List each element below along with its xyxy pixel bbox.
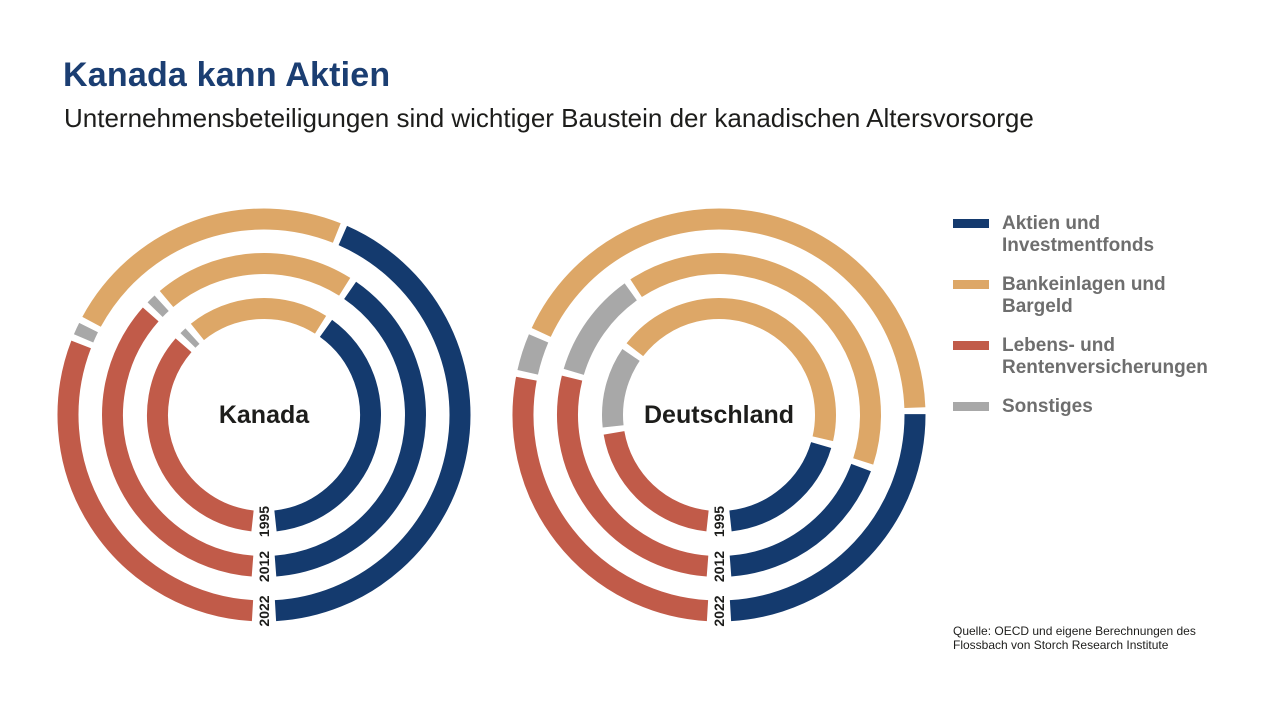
- segment-1995-aktien: [729, 441, 832, 532]
- segment-1995-versicherung: [603, 430, 709, 532]
- segment-1995-sonstiges: [602, 349, 640, 428]
- segment-2012-sonstiges: [563, 283, 638, 376]
- segment-2022-bank: [82, 208, 341, 327]
- legend-item-bank: Bankeinlagen und Bargeld: [953, 274, 1208, 318]
- segment-2022-bank: [531, 208, 926, 409]
- legend-item-sonstiges: Sonstiges: [953, 396, 1208, 418]
- legend-swatch-aktien: [953, 219, 989, 228]
- segment-2012-versicherung: [102, 307, 254, 577]
- legend-label-aktien: Aktien und Investmentfonds: [1002, 213, 1155, 256]
- year-label-1995: 1995: [256, 506, 272, 537]
- page-subtitle: Unternehmensbeteiligungen sind wichtiger…: [64, 103, 1034, 133]
- segment-2022-aktien: [274, 225, 471, 622]
- legend-swatch-bank: [953, 280, 989, 289]
- year-label-2012: 2012: [711, 551, 727, 582]
- source-attribution: Quelle: OECD und eigene Berechnungen des…: [953, 624, 1196, 652]
- legend-swatch-sonstiges: [953, 402, 989, 411]
- segment-1995-versicherung: [147, 338, 254, 532]
- legend-item-aktien: Aktien und Investmentfonds: [953, 213, 1208, 257]
- segment-2012-versicherung: [557, 375, 709, 577]
- legend: Aktien und Investmentfonds Bankeinlagen …: [953, 213, 1208, 435]
- segment-2012-aktien: [274, 281, 426, 577]
- segment-1995-bank: [190, 298, 327, 341]
- segment-2012-aktien: [729, 463, 871, 577]
- year-label-2022: 2022: [711, 595, 727, 626]
- legend-label-versicherung: Lebens- und Rentenversicherungen: [1002, 335, 1208, 378]
- segment-2012-bank: [630, 253, 881, 465]
- segment-2012-sonstiges: [147, 295, 169, 317]
- segment-2022-versicherung: [57, 340, 254, 622]
- legend-swatch-versicherung: [953, 341, 989, 350]
- year-label-2022: 2022: [256, 595, 272, 626]
- donut-chart-deutschland: 1995 2012 2022 Deutschland: [512, 208, 926, 627]
- source-line-1: Quelle: OECD und eigene Berechnungen des: [953, 624, 1196, 638]
- segment-1995-aktien: [274, 319, 381, 532]
- country-label-deutschland: Deutschland: [644, 401, 794, 429]
- year-label-2012: 2012: [256, 551, 272, 582]
- segment-2022-sonstiges: [517, 334, 549, 375]
- year-label-1995: 1995: [711, 506, 727, 537]
- country-label-kanada: Kanada: [219, 401, 310, 429]
- segment-2012-bank: [159, 253, 351, 308]
- segment-2022-aktien: [729, 414, 926, 622]
- segment-1995-bank: [626, 298, 836, 442]
- segment-2022-versicherung: [512, 376, 709, 622]
- segment-2022-sonstiges: [73, 322, 98, 343]
- segment-1995-sonstiges: [180, 328, 200, 348]
- legend-item-versicherung: Lebens- und Rentenversicherungen: [953, 335, 1208, 379]
- page-title: Kanada kann Aktien: [63, 56, 391, 94]
- source-line-2: Flossbach von Storch Research Institute: [953, 638, 1169, 652]
- donut-chart-kanada: 1995 2012 2022 Kanada: [57, 208, 471, 627]
- legend-label-bank: Bankeinlagen und Bargeld: [1002, 274, 1166, 317]
- legend-label-sonstiges: Sonstiges: [1002, 396, 1093, 417]
